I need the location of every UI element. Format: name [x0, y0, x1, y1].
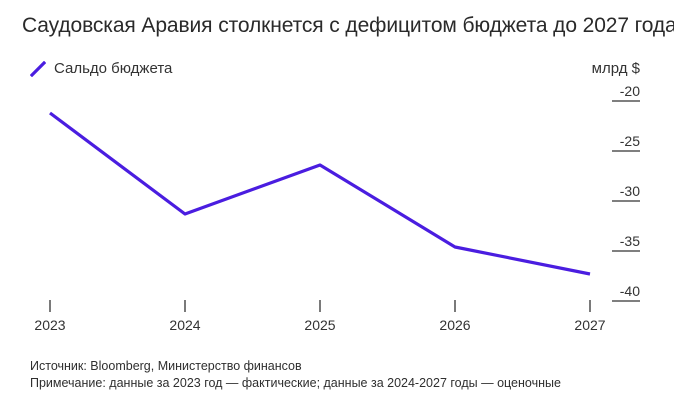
series-line — [49, 111, 591, 276]
remark-note: Примечание: данные за 2023 год — фактиче… — [30, 376, 561, 390]
source-note: Источник: Bloomberg, Министерство финанс… — [30, 359, 302, 373]
y-tick-label: -35 — [620, 233, 640, 249]
y-tick-label: -20 — [620, 83, 640, 99]
legend-label: Сальдо бюджета — [54, 60, 173, 77]
x-tick-label: 2026 — [439, 317, 470, 333]
footnotes: Источник: Bloomberg, Министерство финанс… — [30, 358, 561, 392]
y-tick-label: -30 — [620, 183, 640, 199]
x-tick-label: 2025 — [304, 317, 335, 333]
legend: Сальдо бюджета — [30, 60, 172, 77]
legend-line-icon — [30, 60, 46, 77]
x-tick-label: 2024 — [169, 317, 200, 333]
y-tick-label: -40 — [620, 283, 640, 299]
chart-title: Саудовская Аравия столкнется с дефицитом… — [22, 14, 674, 37]
y-tick-label: -25 — [620, 133, 640, 149]
x-tick-label: 2023 — [34, 317, 65, 333]
x-tick-label: 2027 — [574, 317, 605, 333]
y-unit-label: млрд $ — [591, 60, 640, 77]
